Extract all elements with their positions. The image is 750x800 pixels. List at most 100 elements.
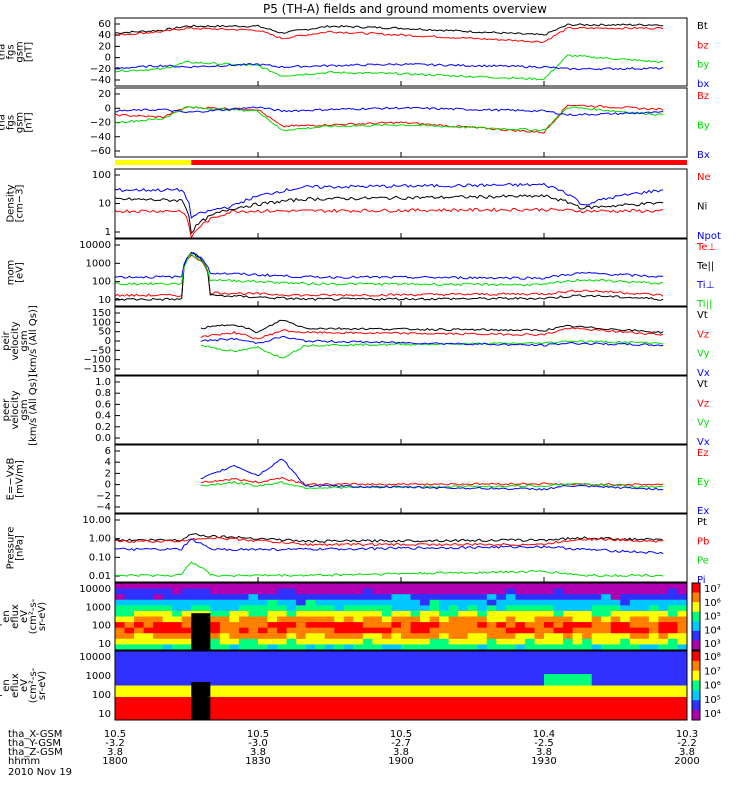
heatmap-cell: [486, 662, 497, 669]
heatmap-cell: [553, 697, 564, 704]
heatmap-cell: [381, 583, 392, 590]
heatmap-cell: [429, 685, 440, 692]
ytick-label: 10000: [79, 240, 111, 251]
heatmap-cell: [658, 638, 669, 645]
heatmap-cell: [353, 583, 364, 590]
y-gsm-value: -2.2: [677, 738, 697, 749]
heatmap-cell: [124, 633, 135, 640]
heatmap-cell: [515, 638, 526, 645]
heatmap-cell: [372, 644, 383, 651]
heatmap-cell: [420, 583, 431, 590]
heatmap-cell: [544, 616, 555, 623]
heatmap-cell: [648, 644, 659, 651]
heatmap-cell: [229, 588, 240, 595]
ytick-label: 0: [105, 336, 111, 347]
heatmap-cell: [391, 638, 402, 645]
heatmap-cell: [505, 583, 516, 590]
heatmap-cell: [582, 697, 593, 704]
heatmap-cell: [534, 697, 545, 704]
heatmap-cell: [191, 651, 202, 658]
heatmap-cell: [620, 702, 631, 709]
heatmap-cell: [410, 651, 421, 658]
heatmap-cell: [258, 588, 269, 595]
heatmap-cell: [258, 616, 269, 623]
heatmap-cell: [582, 714, 593, 721]
heatmap-cell: [115, 622, 126, 629]
heatmap-cell: [496, 622, 507, 629]
heatmap-cell: [544, 638, 555, 645]
heatmap-cell: [620, 708, 631, 715]
heatmap-cell: [429, 594, 440, 601]
heatmap-cell: [524, 651, 535, 658]
heatmap-cell: [324, 708, 335, 715]
colorbar-tick-label: 10⁶: [704, 681, 721, 692]
heatmap-cell: [134, 714, 145, 721]
heatmap-cell: [296, 610, 307, 617]
heatmap-cell: [277, 668, 288, 675]
heatmap-cell: [639, 644, 650, 651]
heatmap-cell: [658, 662, 669, 669]
heatmap-cell: [229, 651, 240, 658]
heatmap-cell: [439, 605, 450, 612]
heatmap-cell: [515, 622, 526, 629]
series-Ne-line: [114, 207, 664, 240]
legend-Bx: Bx: [697, 150, 710, 161]
heatmap-cell: [420, 714, 431, 721]
heatmap-cell: [620, 644, 631, 651]
heatmap-cell: [439, 644, 450, 651]
heatmap-cell: [667, 638, 678, 645]
heatmap-cell: [324, 651, 335, 658]
heatmap-cell: [486, 638, 497, 645]
heatmap-cell: [524, 685, 535, 692]
heatmap-cell: [353, 605, 364, 612]
heatmap-cell: [572, 691, 583, 698]
heatmap-cell: [591, 656, 602, 663]
heatmap-cell: [219, 594, 230, 601]
heatmap-cell: [458, 633, 469, 640]
heatmap-cell: [486, 616, 497, 623]
heatmap-cell: [362, 714, 373, 721]
heatmap-cell: [486, 668, 497, 675]
heatmap-cell: [296, 662, 307, 669]
heatmap-cell: [238, 662, 249, 669]
heatmap-cell: [238, 622, 249, 629]
heatmap-cell: [210, 697, 221, 704]
heatmap-cell: [343, 583, 354, 590]
heatmap-cell: [496, 651, 507, 658]
heatmap-cell: [429, 627, 440, 634]
heatmap-cell: [238, 668, 249, 675]
heatmap-cell: [448, 633, 459, 640]
heatmap-cell: [610, 656, 621, 663]
panel-3-ylabel: mom[eV]: [6, 260, 26, 286]
heatmap-cell: [353, 651, 364, 658]
heatmap-cell: [467, 583, 478, 590]
heatmap-cell: [286, 656, 297, 663]
panel-0-ylabel: thafgsgsm[nT]: [0, 41, 35, 62]
colorbar-tick-label: 10⁷: [704, 666, 721, 677]
heatmap-cell: [258, 697, 269, 704]
heatmap-cell: [439, 594, 450, 601]
panels-group: thafgsgsm[nT]6040200−20−40Btbzbybxthafgs…: [0, 17, 721, 721]
heatmap-cell: [620, 599, 631, 606]
heatmap-cell: [496, 691, 507, 698]
heatmap-cell: [219, 691, 230, 698]
heatmap-cell: [524, 697, 535, 704]
heatmap-cell: [238, 714, 249, 721]
heatmap-cell: [429, 588, 440, 595]
heatmap-cell: [401, 674, 412, 681]
heatmap-cell: [115, 605, 126, 612]
heatmap-cell: [544, 679, 555, 686]
heatmap-cell: [496, 679, 507, 686]
heatmap-cell: [401, 627, 412, 634]
heatmap-cell: [143, 644, 154, 651]
heatmap-cell: [353, 616, 364, 623]
heatmap-cell: [210, 708, 221, 715]
heatmap-cell: [505, 627, 516, 634]
heatmap-cell: [229, 662, 240, 669]
heatmap-cell: [515, 674, 526, 681]
heatmap-cell: [467, 644, 478, 651]
heatmap-cell: [677, 702, 688, 709]
heatmap-cell: [639, 605, 650, 612]
heatmap-cell: [477, 714, 488, 721]
